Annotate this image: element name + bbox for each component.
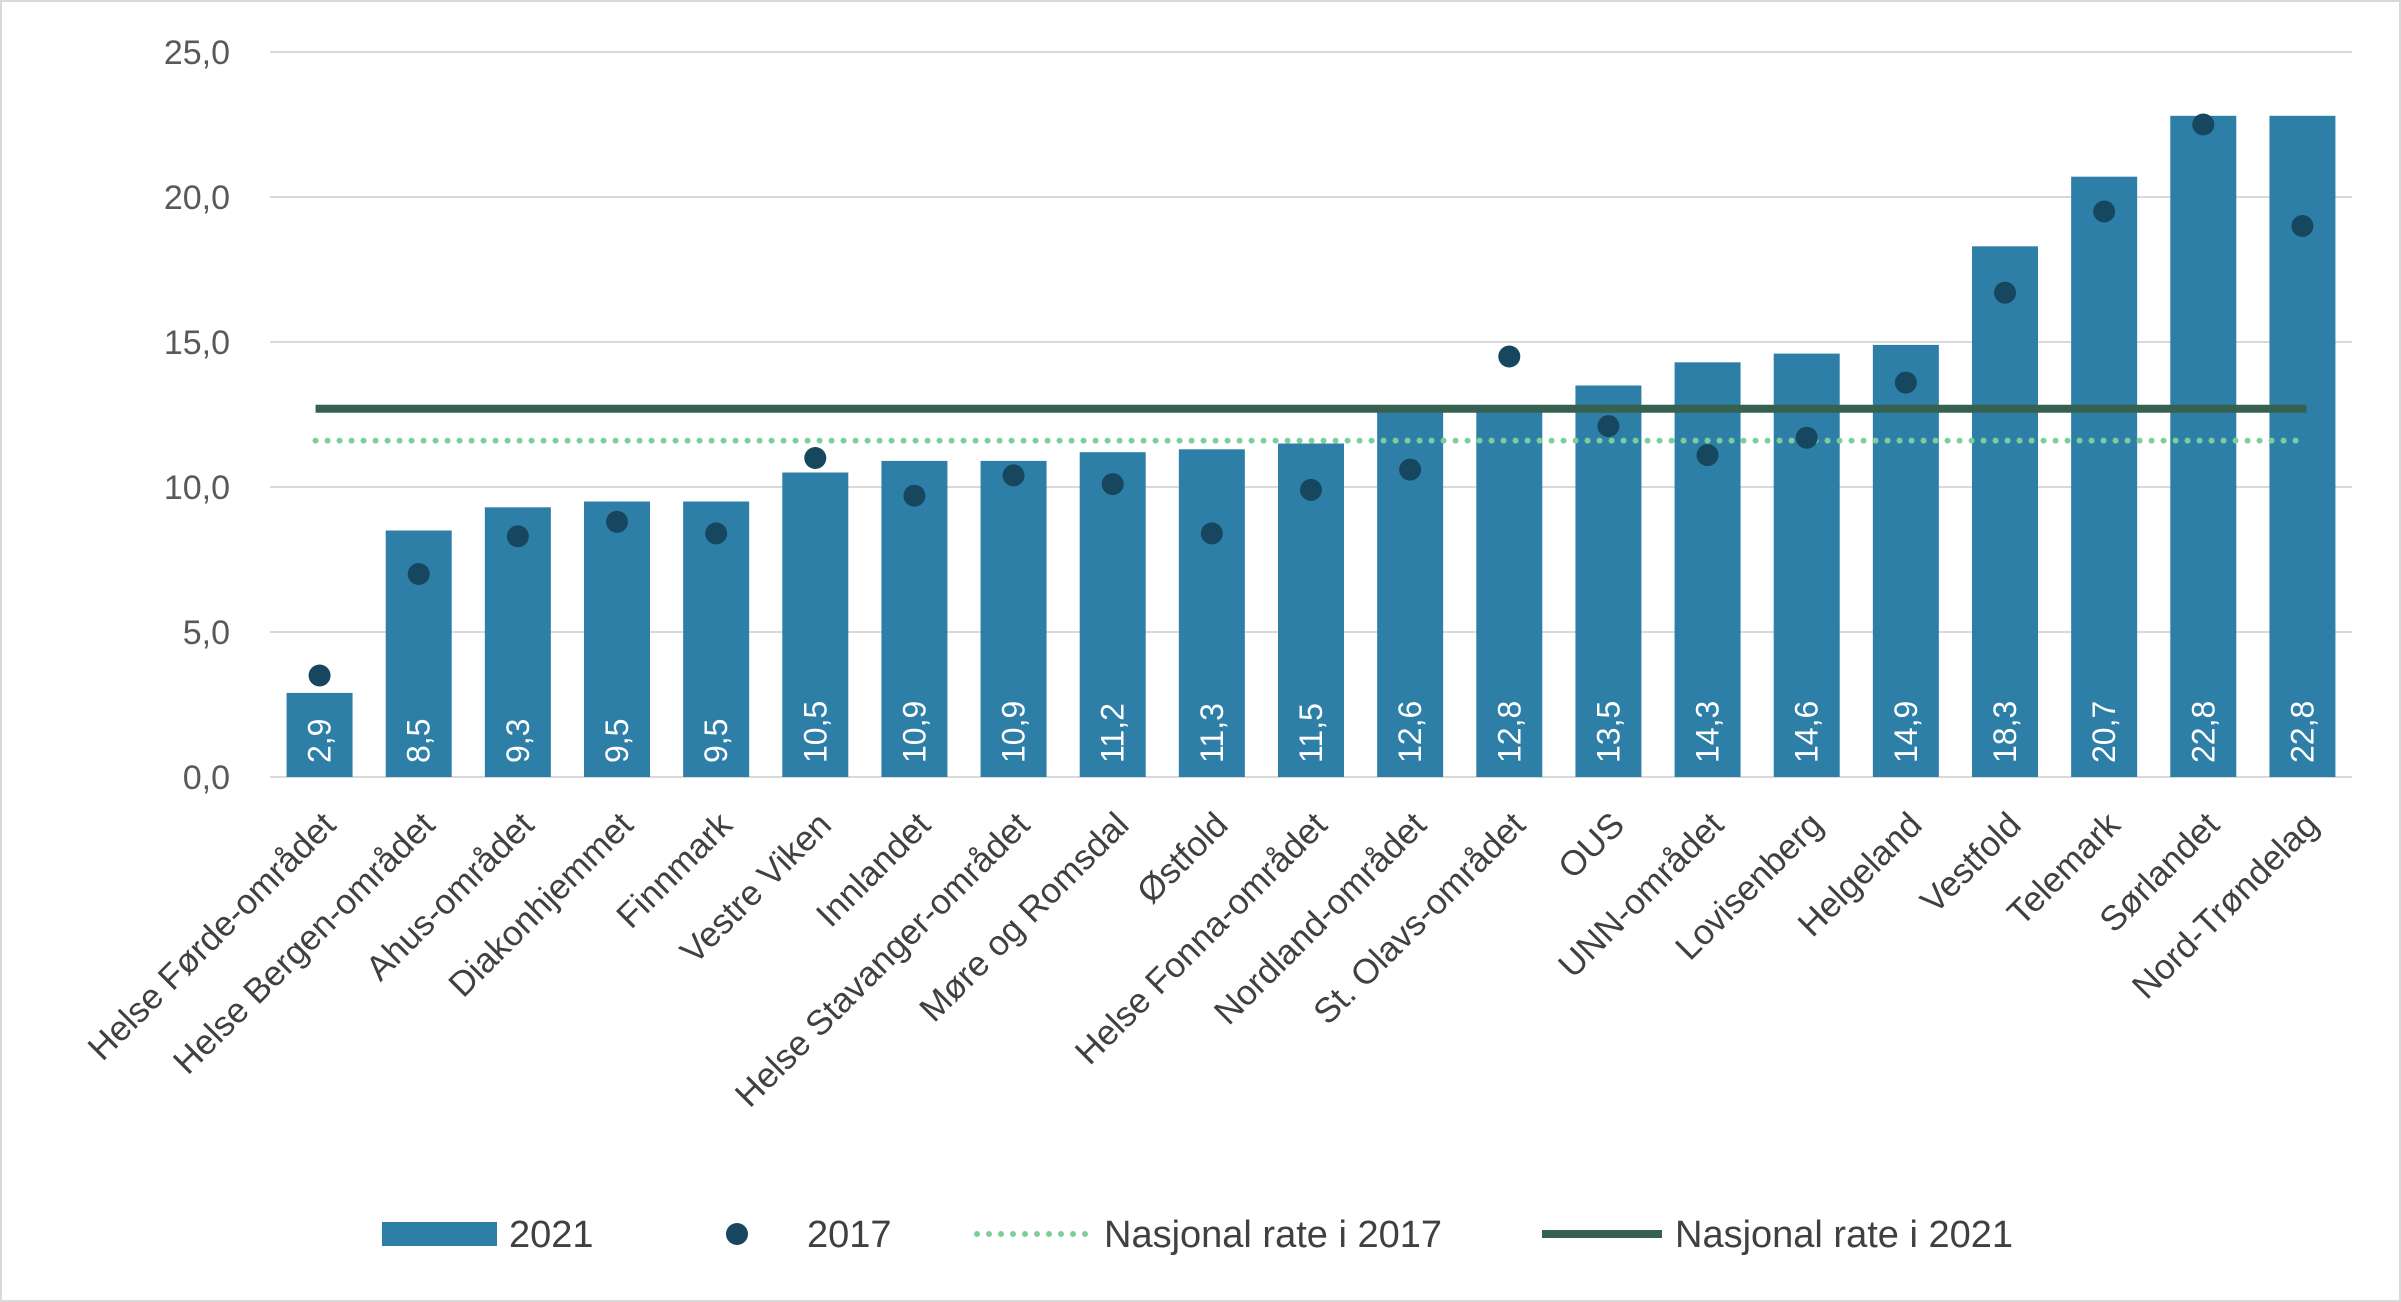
bar-value-label: 14,3	[1690, 701, 1726, 763]
bar-value-label: 12,8	[1491, 701, 1527, 763]
x-category-label: Diakonhjemmet	[441, 805, 641, 1005]
x-category-label: Nord-Trøndelag	[2125, 805, 2326, 1006]
bar-value-label: 9,5	[698, 719, 734, 763]
x-category-label: Ahus-området	[358, 805, 541, 988]
dot-2017	[1101, 473, 1124, 496]
dot-2017	[804, 447, 827, 469]
bar-2021	[1972, 246, 2038, 778]
legend-swatch-2017	[726, 1223, 748, 1245]
bar-2021	[2071, 176, 2138, 777]
bar-2021	[2170, 115, 2237, 778]
bar-2021	[286, 692, 353, 777]
bar-2021	[1079, 452, 1146, 777]
bar-value-label: 11,2	[1095, 703, 1131, 763]
dot-2017	[1994, 281, 2016, 304]
bar-value-label: 9,5	[599, 719, 635, 763]
y-tick-label: 0,0	[183, 759, 230, 797]
y-tick-label: 20,0	[164, 179, 230, 217]
bar-value-label: 13,5	[1590, 701, 1626, 763]
bar-2021	[1674, 362, 1741, 777]
dot-2017	[407, 563, 430, 585]
dot-2017	[1597, 415, 1620, 438]
bar-2021	[1575, 385, 1642, 777]
national-rate-lines	[312, 404, 2310, 444]
y-tick-label: 10,0	[164, 469, 230, 507]
bar-2021	[683, 501, 750, 777]
bars-2021: 2,9 8,5 9,3 9,5 9,5 10,5 10,9 10,9 11,2 11,3 11,5 1…	[286, 115, 2336, 778]
bar-value-label: 14,9	[1888, 701, 1924, 763]
dot-2017	[705, 522, 728, 545]
dot-2017	[903, 484, 926, 507]
bar-2021	[782, 472, 849, 777]
dot-2017	[2291, 215, 2314, 237]
x-category-label: OUS	[1551, 805, 1632, 886]
dot-2017	[1696, 444, 1719, 467]
dot-2017	[1795, 426, 1818, 449]
dot-2017	[1399, 458, 1422, 481]
legend-label-2017: 2017	[807, 1214, 892, 1256]
dot-2017	[506, 525, 529, 548]
bar-2021	[2269, 115, 2336, 778]
dot-2017	[606, 510, 628, 533]
bar-value-label: 12,6	[1392, 701, 1428, 763]
bar-value-label: 22,8	[2284, 701, 2320, 763]
bar-2021	[484, 507, 551, 777]
bar-value-label: 14,6	[1789, 701, 1825, 763]
bar-value-label: 18,3	[1987, 701, 2023, 763]
bar-2021	[1773, 353, 1840, 777]
bar-value-label: 10,9	[996, 701, 1032, 763]
y-tick-label: 15,0	[164, 324, 230, 362]
bar-2021	[1872, 344, 1939, 777]
dot-2017	[308, 664, 331, 687]
bar-2021	[881, 460, 948, 777]
bar-value-label: 9,3	[500, 719, 536, 763]
bar-2021	[584, 501, 650, 777]
bar-2021	[1178, 449, 1245, 777]
dot-2017	[1002, 464, 1025, 487]
bar-value-label: 11,5	[1293, 703, 1329, 763]
legend-label-national-2021: Nasjonal rate i 2021	[1675, 1214, 2013, 1256]
legend-swatch-2021	[382, 1222, 497, 1246]
bar-value-label: 20,7	[2086, 701, 2122, 763]
bar-2021	[980, 460, 1047, 777]
dot-2017	[2192, 113, 2215, 136]
y-tick-label: 5,0	[183, 614, 230, 652]
bar-value-label: 8,5	[401, 719, 437, 763]
dot-2017	[1200, 522, 1223, 545]
legend-label-national-2017: Nasjonal rate i 2017	[1104, 1214, 1442, 1256]
bar-value-label: 10,5	[797, 701, 833, 763]
bar-value-label: 2,9	[302, 719, 338, 763]
dot-2017	[1300, 478, 1322, 501]
dot-2017	[1498, 345, 1521, 368]
legend: 2021 2017 Nasjonal rate i 2017 Nasjonal rat…	[382, 1214, 2013, 1256]
bar-value-label: 22,8	[2185, 701, 2221, 763]
dot-2017	[2093, 200, 2116, 223]
legend-label-2021: 2021	[509, 1214, 594, 1256]
dot-2017	[1894, 371, 1917, 394]
bar-2021	[1476, 405, 1543, 777]
y-axis-ticks: 0,0 5,0 10,0 15,0 20,0 25,0	[164, 34, 230, 797]
dots-2017	[308, 113, 2314, 687]
y-tick-label: 25,0	[164, 34, 230, 72]
bar-value-label: 11,3	[1194, 703, 1230, 763]
bar-value-label: 10,9	[896, 701, 932, 763]
